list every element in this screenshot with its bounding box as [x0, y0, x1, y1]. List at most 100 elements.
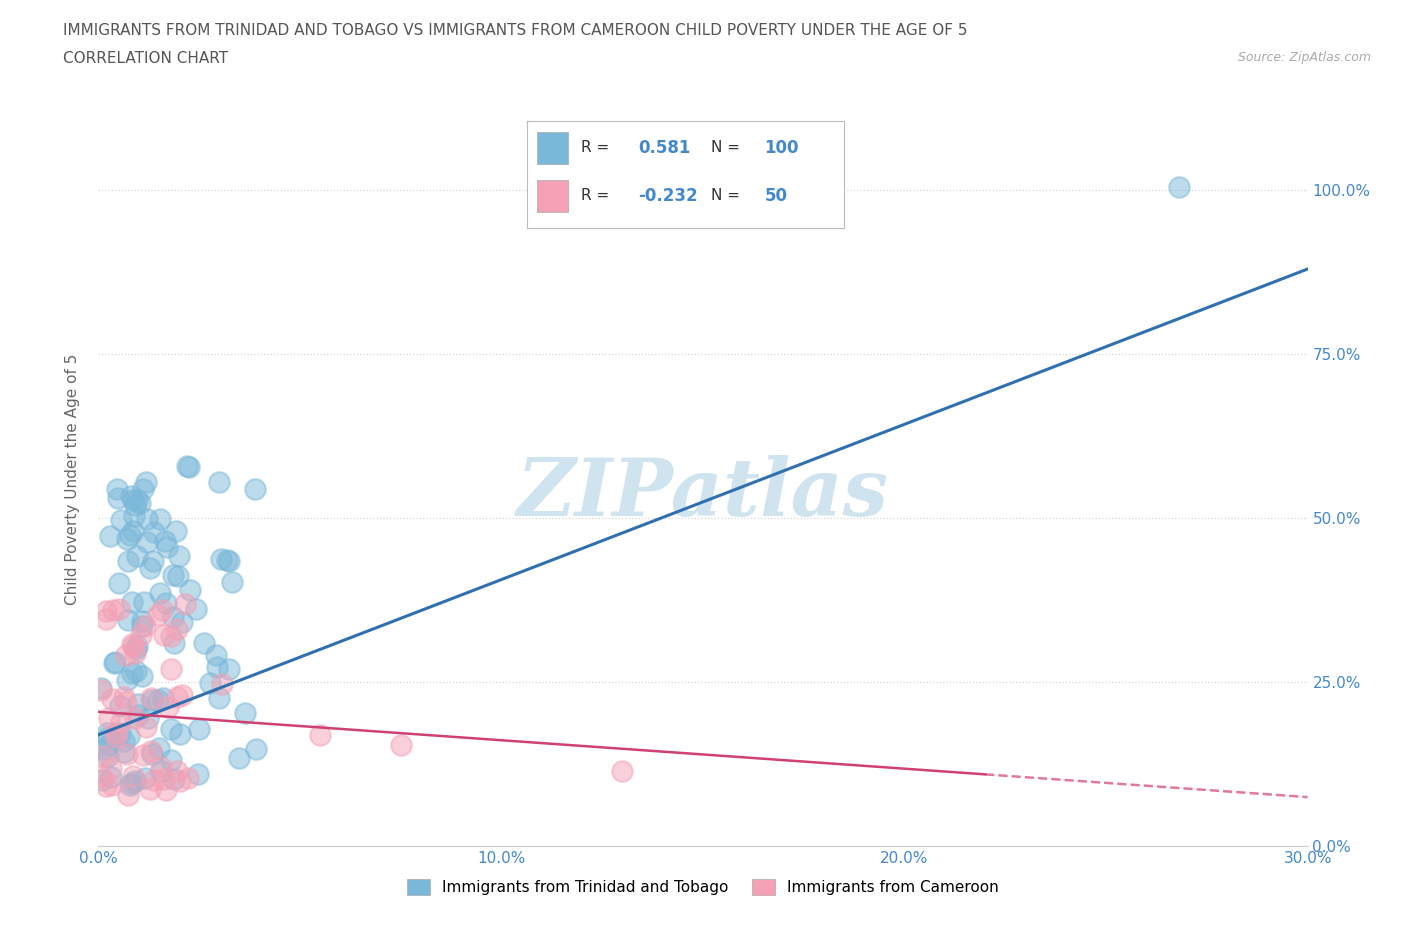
Point — [193, 635, 215, 650]
Point — [90, 768, 112, 783]
Point — [138, 711, 160, 725]
Text: R =: R = — [581, 188, 609, 204]
Bar — [537, 131, 568, 164]
Point — [127, 707, 149, 722]
Point — [612, 764, 634, 778]
Point — [121, 493, 143, 508]
Point — [127, 697, 149, 711]
Point — [127, 639, 149, 654]
Point — [215, 552, 238, 567]
Point — [124, 498, 146, 512]
Point — [148, 693, 170, 708]
Point — [96, 725, 118, 740]
Text: ZIPatlas: ZIPatlas — [517, 455, 889, 532]
Point — [93, 749, 115, 764]
Point — [169, 727, 191, 742]
Point — [134, 618, 156, 633]
Point — [96, 612, 118, 627]
Point — [104, 725, 127, 740]
Point — [143, 773, 166, 788]
Point — [94, 604, 117, 618]
Point — [118, 728, 141, 743]
Point — [207, 659, 229, 674]
Point — [309, 727, 332, 742]
Point — [1167, 179, 1189, 194]
Point — [155, 534, 177, 549]
Point — [118, 778, 141, 793]
Point — [148, 740, 170, 755]
Point — [218, 553, 240, 568]
Point — [107, 490, 129, 505]
Point — [117, 613, 139, 628]
Point — [155, 782, 177, 797]
Point — [142, 553, 165, 568]
Point — [110, 699, 132, 714]
Point — [211, 676, 233, 691]
Point — [245, 482, 267, 497]
Point — [115, 695, 138, 710]
Point — [122, 768, 145, 783]
Point — [122, 524, 145, 538]
Bar — [537, 179, 568, 212]
Point — [132, 481, 155, 496]
Point — [149, 586, 172, 601]
Point — [135, 535, 157, 550]
Point — [132, 595, 155, 610]
Point — [134, 770, 156, 785]
Point — [132, 748, 155, 763]
Point — [135, 474, 157, 489]
Point — [127, 493, 149, 508]
Point — [159, 629, 181, 644]
Text: Source: ZipAtlas.com: Source: ZipAtlas.com — [1237, 51, 1371, 64]
Text: 100: 100 — [765, 139, 799, 156]
Point — [150, 760, 173, 775]
Point — [124, 774, 146, 789]
Point — [141, 693, 163, 708]
Point — [93, 741, 115, 756]
Point — [129, 628, 152, 643]
Point — [233, 705, 256, 720]
Point — [162, 568, 184, 583]
Point — [100, 528, 122, 543]
Point — [152, 771, 174, 786]
Point — [208, 690, 231, 705]
Point — [167, 549, 190, 564]
Point — [139, 691, 162, 706]
Point — [115, 672, 138, 687]
Point — [124, 711, 146, 725]
Point — [141, 746, 163, 761]
Point — [172, 615, 194, 630]
Point — [166, 690, 188, 705]
Point — [162, 609, 184, 624]
Point — [97, 737, 120, 752]
Point — [127, 549, 149, 564]
Point — [121, 594, 143, 609]
Point — [205, 648, 228, 663]
Text: R =: R = — [581, 140, 609, 155]
Point — [184, 602, 207, 617]
Point — [149, 512, 172, 526]
Point — [100, 770, 122, 785]
Point — [122, 508, 145, 523]
Point — [125, 663, 148, 678]
Point — [166, 622, 188, 637]
Point — [108, 576, 131, 591]
Point — [177, 770, 200, 785]
Legend: Immigrants from Trinidad and Tobago, Immigrants from Cameroon: Immigrants from Trinidad and Tobago, Imm… — [401, 873, 1005, 901]
Point — [186, 766, 208, 781]
Point — [179, 583, 201, 598]
Point — [187, 722, 209, 737]
Point — [101, 692, 124, 707]
Point — [146, 607, 169, 622]
Point — [166, 764, 188, 778]
Point — [150, 603, 173, 618]
Point — [104, 655, 127, 670]
Point — [177, 459, 200, 474]
Point — [125, 642, 148, 657]
Point — [121, 639, 143, 654]
Point — [245, 742, 267, 757]
Point — [152, 690, 174, 705]
Point — [115, 647, 138, 662]
Point — [97, 730, 120, 745]
Point — [143, 525, 166, 539]
